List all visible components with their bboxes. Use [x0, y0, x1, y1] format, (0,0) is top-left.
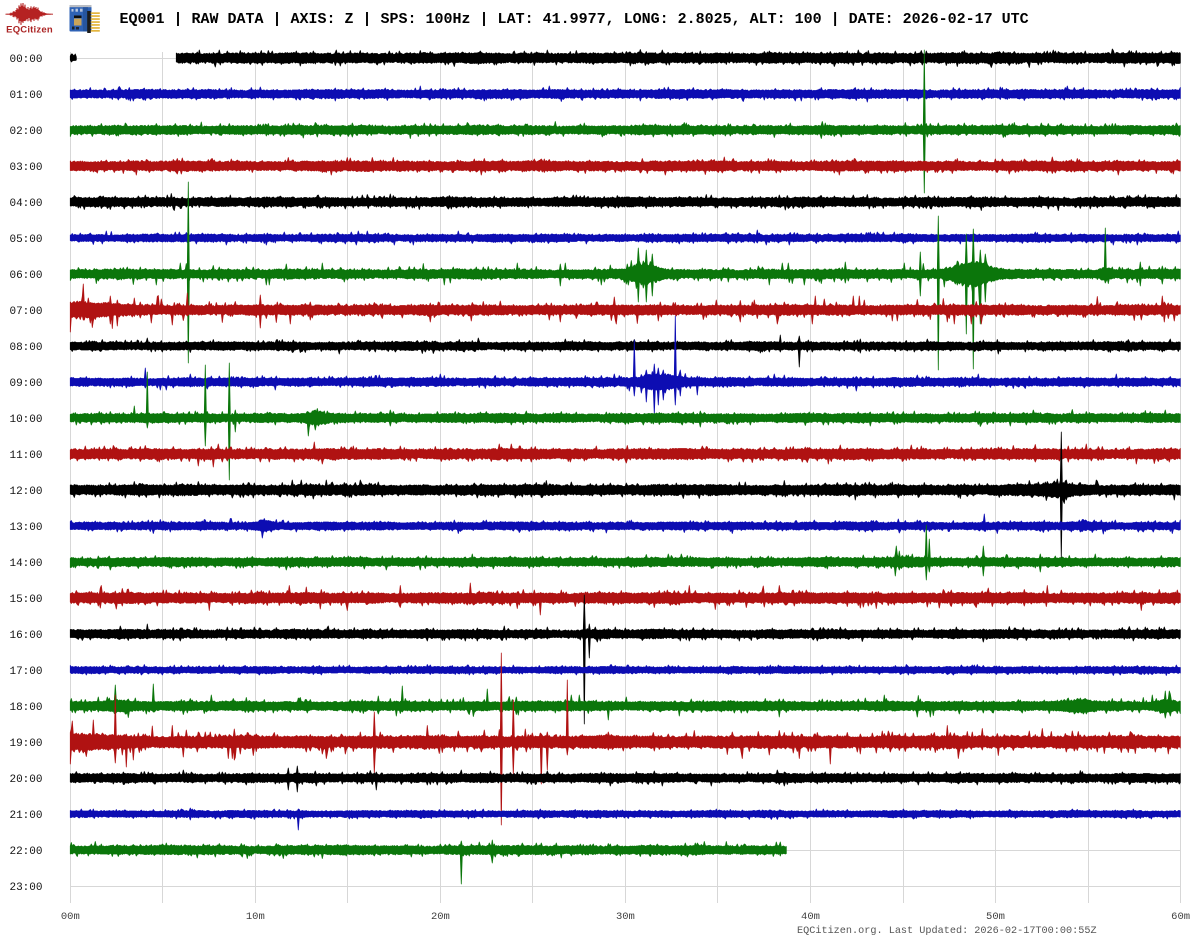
svg-text:13:00: 13:00 — [9, 522, 42, 534]
svg-text:01:00: 01:00 — [9, 90, 42, 102]
svg-text:00m: 00m — [61, 911, 80, 923]
svg-text:50m: 50m — [986, 911, 1005, 923]
svg-text:10m: 10m — [246, 911, 265, 923]
svg-text:09:00: 09:00 — [9, 378, 42, 390]
svg-text:12:00: 12:00 — [9, 486, 42, 498]
svg-text:40m: 40m — [801, 911, 820, 923]
svg-text:05:00: 05:00 — [9, 234, 42, 246]
svg-text:20m: 20m — [431, 911, 450, 923]
svg-text:15:00: 15:00 — [9, 594, 42, 606]
svg-text:00:00: 00:00 — [9, 54, 42, 66]
svg-text:23:00: 23:00 — [9, 882, 42, 894]
svg-text:22:00: 22:00 — [9, 846, 42, 858]
svg-text:06:00: 06:00 — [9, 270, 42, 282]
svg-text:EQCitizen: EQCitizen — [6, 25, 53, 36]
svg-text:20:00: 20:00 — [9, 774, 42, 786]
svg-text:07:00: 07:00 — [9, 306, 42, 318]
svg-text:14:00: 14:00 — [9, 558, 42, 570]
svg-text:11:00: 11:00 — [9, 450, 42, 462]
svg-text:08:00: 08:00 — [9, 342, 42, 354]
svg-text:03:00: 03:00 — [9, 162, 42, 174]
svg-text:30m: 30m — [616, 911, 635, 923]
svg-text:21:00: 21:00 — [9, 810, 42, 822]
svg-text:60m: 60m — [1171, 911, 1190, 923]
svg-text:EQ001 | RAW DATA | AXIS: Z | S: EQ001 | RAW DATA | AXIS: Z | SPS: 100Hz … — [120, 11, 1029, 28]
svg-text:02:00: 02:00 — [9, 126, 42, 138]
svg-text:17:00: 17:00 — [9, 666, 42, 678]
svg-text:10:00: 10:00 — [9, 414, 42, 426]
svg-text:EQCitizen.org. Last Updated: 2: EQCitizen.org. Last Updated: 2026-02-17T… — [797, 925, 1097, 937]
svg-text:04:00: 04:00 — [9, 198, 42, 210]
svg-text:16:00: 16:00 — [9, 630, 42, 642]
svg-text:19:00: 19:00 — [9, 738, 42, 750]
svg-text:18:00: 18:00 — [9, 702, 42, 714]
